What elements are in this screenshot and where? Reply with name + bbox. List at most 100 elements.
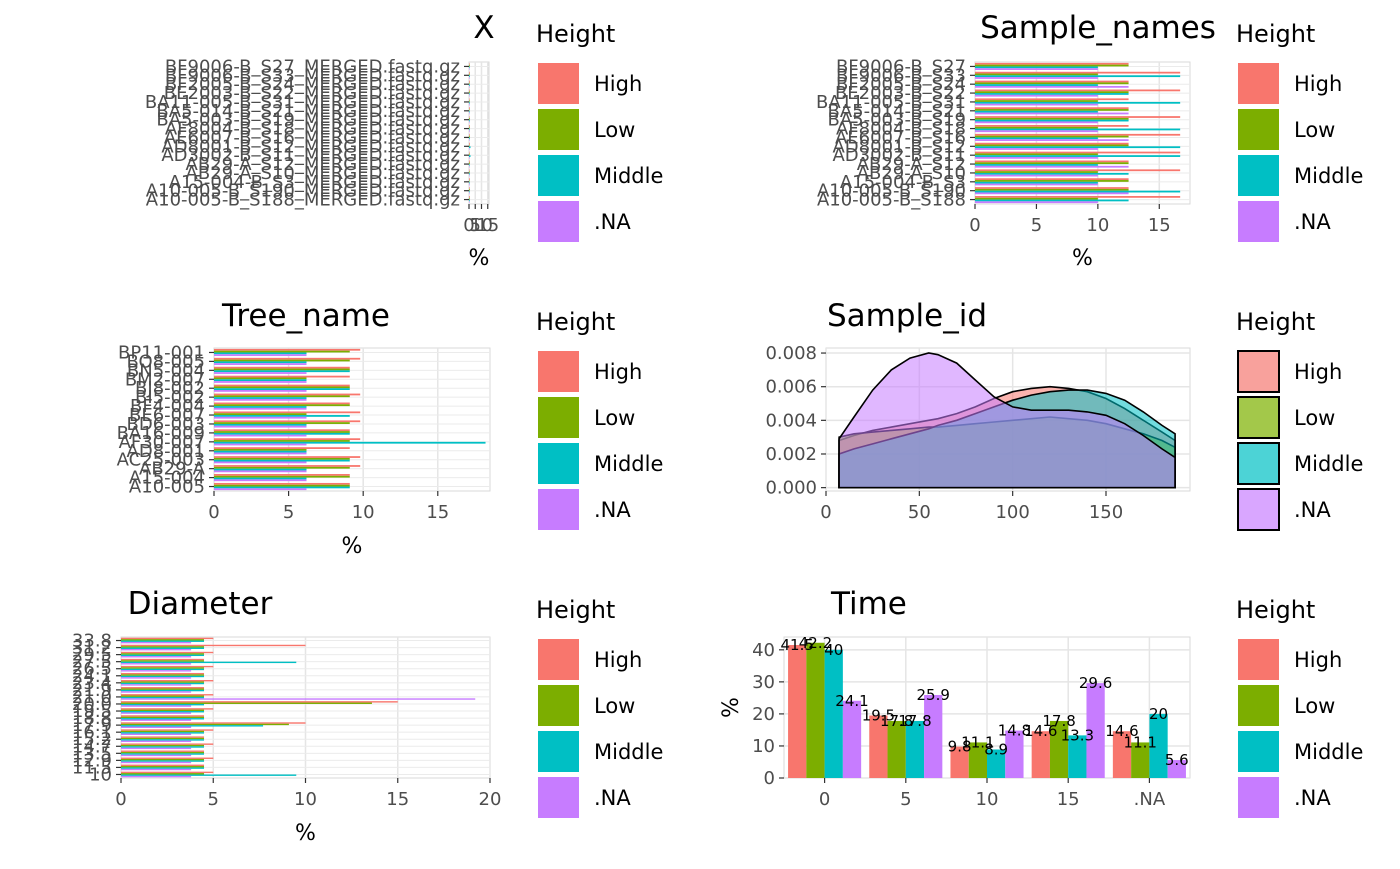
y-tick-label: 26.5 [72,659,112,680]
legend-label: Low [1294,694,1335,718]
bar-na [975,68,1098,70]
legend-label: .NA [1294,210,1331,234]
legend-key-low [538,397,579,438]
bar-high [469,196,470,198]
bar-low [121,681,205,683]
legend-label: Low [594,406,635,430]
bar-low [469,162,470,165]
y-tick-label: A10-005-B_S190 [817,181,966,202]
bar-low [469,117,470,120]
bar-low [469,171,470,173]
bar-low [121,674,205,676]
bar-low [469,91,470,94]
bar-high [975,187,1129,189]
bar-high [214,348,361,351]
bar-middle [975,110,1098,113]
y-tick-label: BO8-005 [126,351,205,372]
bar-high [214,402,350,405]
bar-high [469,116,470,118]
bar-high [869,715,888,778]
bar-na [975,121,1098,124]
legend-title: Height [536,20,615,48]
chart-title: X [473,10,494,46]
data-label: 40 [824,641,843,659]
bar-middle [214,379,307,382]
bar-middle [214,477,307,480]
bar-low [214,350,350,353]
y-tick-label: BF2005-B_S24 [836,74,966,95]
bar-na [469,165,470,168]
x-tick-label: 15 [386,789,409,810]
y-tick-label: 21.9 [72,680,112,701]
y-tick-label: BF9006-B_S27 [836,56,966,77]
bar-high [469,160,470,163]
bar-high [469,169,470,172]
bar-high [469,178,470,181]
bar-na [121,761,192,764]
bar-high [469,142,470,145]
bar-low [975,126,1098,129]
bar-na [924,695,943,778]
bar-middle [469,66,470,69]
bar-high [975,80,1129,83]
legend-4: Height High Low Middle .NA [536,596,663,818]
y-tick-label: BI5-002 [135,387,205,408]
bar-high [1031,731,1050,778]
bar-low [968,742,987,778]
bar-high [788,645,807,778]
chart-3: 0.000 0.002 0.004 0.006 0.008 0 50 100 150 Sample… [765,298,1191,523]
bar-na [121,719,192,721]
bar-high [975,151,1181,154]
bar-na [975,85,1129,88]
x-tick-label: 10 [1086,215,1109,236]
bar-low [121,688,205,690]
bar-na [469,94,470,97]
legend-key-low [1237,396,1280,439]
y-tick-label: BA5-014-B_S21_MERGED.fastq.gz [156,101,460,122]
y-tick-label: 31.2 [72,638,112,659]
bar-middle [469,172,470,175]
bar-middle [469,119,470,122]
bar-high [469,71,470,74]
bar-middle [975,66,1098,69]
bar-high [121,757,214,759]
legend-title: Height [536,308,615,336]
legend-0: Height High Low Middle .NA [536,20,663,242]
bar-middle [121,725,264,727]
bar-low [214,440,350,442]
data-label: 11.1 [1124,733,1157,751]
y-tick-label: 17.9 [72,715,112,736]
bar-low [975,82,1129,85]
chart-5: 41.5 19.5 9.8 14.6 14.6 42.2 17.8 11.1 17.8 11.1 4… [719,586,1191,810]
legend-key-middle [538,155,579,196]
x-tick-label: 0 [115,789,126,810]
bar-low [469,73,470,76]
y-tick-label: 21.0 [72,687,112,708]
bar-high [950,746,969,778]
y-tick-label: BP11-001 [118,342,205,363]
bar-high [121,672,205,675]
bar-middle [214,450,307,453]
bar-low [121,639,205,641]
bar-high [469,133,470,136]
bar-high [121,771,214,774]
legend-key-high [538,351,579,392]
bar-middle [975,137,1098,140]
bar-middle [121,711,205,713]
y-tick-label: A15-004-B_S3_MERGED.fastq.gz [169,172,460,193]
y-tick-label: 13.5 [72,743,112,764]
legend-key-high [538,63,579,104]
legend-key-high [1237,350,1280,393]
bar-na [469,183,470,186]
bar-low [214,413,307,416]
x-axis-title: % [469,246,490,271]
y-tick-label: BE2003-B_S22 [835,83,966,104]
bar-na [121,677,192,679]
bar-high [214,465,361,467]
legend-key-na [538,489,579,530]
legend-key-na [1238,201,1279,242]
bar-low [121,709,205,712]
bar-na [469,85,470,88]
bar-na [214,363,307,365]
x-tick-label: 5 [470,215,481,236]
